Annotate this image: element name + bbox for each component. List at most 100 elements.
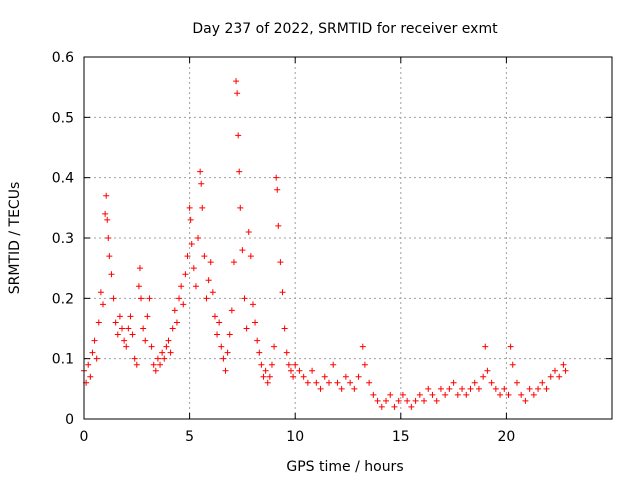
data-point [146, 295, 153, 302]
data-point [237, 204, 244, 211]
y-axis-label: SRMTID / TECUs [7, 182, 23, 295]
data-point [236, 168, 243, 175]
data-point [404, 397, 411, 404]
data-point [195, 235, 202, 241]
data-point [163, 343, 170, 350]
data-point [526, 385, 533, 392]
data-point [347, 379, 354, 386]
data-point [105, 235, 112, 241]
data-point [89, 349, 96, 356]
y-tick-label: 0.2 [52, 291, 74, 307]
data-point [187, 216, 194, 223]
y-tick-label: 0.4 [52, 171, 74, 187]
data-point [103, 192, 110, 199]
data-point [378, 403, 385, 410]
data-point [110, 295, 117, 302]
data-point [180, 301, 187, 308]
x-axis-label: GPS time / hours [286, 459, 403, 475]
data-point [140, 325, 147, 332]
data-point [543, 385, 550, 392]
data-point [361, 361, 368, 368]
data-point [412, 397, 419, 404]
data-point [437, 385, 444, 392]
data-point [116, 313, 123, 320]
data-point [131, 355, 138, 362]
data-point [522, 397, 529, 404]
data-point [97, 289, 104, 296]
data-point [178, 283, 185, 290]
data-point [387, 391, 394, 398]
data-point [199, 204, 206, 211]
data-point [370, 391, 377, 398]
data-point [482, 343, 489, 350]
data-point [254, 337, 261, 344]
data-point [239, 247, 246, 254]
data-point [446, 385, 453, 392]
data-point [138, 295, 145, 302]
data-point [211, 313, 218, 320]
data-point [488, 379, 495, 386]
data-point [355, 373, 362, 380]
y-tick-label: 0.1 [52, 352, 74, 368]
data-point [214, 331, 221, 338]
data-point [167, 349, 174, 356]
data-point [321, 373, 328, 380]
data-point [152, 367, 159, 374]
data-point [188, 241, 195, 248]
data-point [150, 361, 157, 368]
data-point [186, 204, 193, 211]
data-point [235, 132, 242, 139]
data-point [535, 385, 542, 392]
data-point [507, 343, 514, 350]
data-point [243, 325, 250, 332]
data-point [123, 343, 130, 350]
data-point [201, 253, 208, 260]
data-point [399, 391, 406, 398]
data-point [171, 307, 178, 314]
data-point [433, 397, 440, 404]
data-point [102, 210, 109, 217]
data-point [266, 373, 273, 380]
data-point [95, 319, 102, 326]
data-point [313, 379, 320, 386]
data-point [100, 301, 107, 308]
data-point [442, 391, 449, 398]
data-point [184, 253, 191, 260]
data-point [220, 355, 227, 362]
data-point [501, 385, 508, 392]
data-point [505, 391, 512, 398]
data-point [459, 385, 466, 392]
data-point [135, 283, 142, 290]
data-point [277, 259, 284, 266]
data-point [207, 259, 214, 266]
x-tick-label: 15 [392, 429, 410, 445]
data-point [127, 313, 134, 320]
data-point [161, 355, 168, 362]
x-tick-label: 0 [80, 429, 89, 445]
data-point [300, 373, 307, 380]
data-point [260, 373, 267, 380]
data-point [467, 385, 474, 392]
data-point [190, 265, 197, 272]
data-point [450, 379, 457, 386]
data-point [198, 180, 205, 187]
data-point [492, 385, 499, 392]
data-point [218, 343, 225, 350]
data-point [262, 367, 269, 374]
data-point [285, 361, 292, 368]
data-point [144, 313, 151, 320]
data-point [551, 367, 558, 374]
x-tick-label: 20 [497, 429, 515, 445]
data-point [463, 391, 470, 398]
data-point [222, 367, 229, 374]
data-point [513, 379, 520, 386]
data-point [330, 361, 337, 368]
y-tick-label: 0 [65, 412, 74, 428]
data-point [317, 385, 324, 392]
data-point [547, 373, 554, 380]
data-point [279, 289, 286, 296]
data-point [274, 186, 281, 193]
data-point [154, 355, 161, 362]
data-point [176, 295, 183, 302]
